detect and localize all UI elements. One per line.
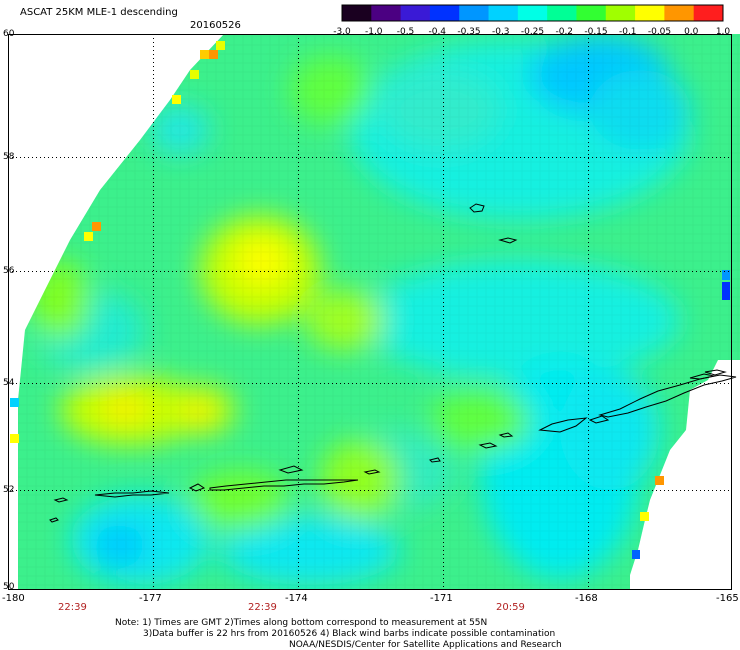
swath-edge-pixels: [10, 41, 730, 559]
lat-label: 52: [3, 485, 14, 495]
wind-field: [18, 34, 740, 590]
lat-label: 56: [3, 266, 15, 276]
colorbar-segment: [488, 5, 519, 21]
lon-label: -177: [139, 593, 162, 604]
map-frame: [8, 34, 732, 590]
colorbar-tick-label: -0.2: [555, 27, 573, 37]
graticule: [8, 34, 732, 590]
note-line-3: NOAA/NESDIS/Center for Satellite Applica…: [289, 640, 562, 650]
pass-time: 22:39: [58, 602, 87, 613]
colorbar-segment: [400, 5, 431, 21]
lat-label: 60: [3, 29, 15, 39]
colorbar-segment: [693, 5, 724, 21]
colorbar-tick-label: -3.0: [333, 27, 351, 37]
note-line-2: 3)Data buffer is 22 hrs from 20160526 4)…: [143, 629, 555, 639]
lat-label: 54: [3, 378, 15, 388]
pass-time: 20:59: [496, 602, 525, 613]
colorbar-segment: [576, 5, 607, 21]
lon-label: -180: [2, 593, 25, 604]
colorbar-segment: [547, 5, 577, 21]
colorbar-frame: [341, 4, 724, 22]
lon-label: -174: [285, 593, 308, 604]
lon-label: -168: [575, 593, 598, 604]
colorbar-tick-label: -0.1: [619, 27, 637, 37]
lat-label: 58: [3, 152, 15, 162]
colorbar: -3.0 -1.0 -0.5 -0.4 -0.35 -0.3 -0.25 -0.2 -0.15 -…: [333, 4, 731, 37]
colorbar-segment: [459, 5, 490, 21]
map-title: ASCAT 25KM MLE-1 descending: [20, 7, 178, 18]
colorbar-tick-label: -0.25: [521, 27, 544, 37]
colorbar-tick-label: -0.4: [428, 27, 446, 37]
lat-axis-labels: 60 58 56 54 52 50: [3, 29, 15, 592]
colorbar-tick-label: 0.0: [684, 27, 699, 37]
colorbar-tick-label: 1.0: [716, 27, 731, 37]
colorbar-segment: [635, 5, 665, 21]
pass-time: 22:39: [248, 602, 277, 613]
colorbar-segment: [342, 5, 372, 21]
colorbar-segment: [371, 5, 402, 21]
colorbar-segment: [517, 5, 548, 21]
coastlines: [49, 203, 737, 523]
colorbar-segment: [605, 5, 636, 21]
colorbar-tick-label: -0.15: [584, 27, 607, 37]
colorbar-tick-label: -1.0: [365, 27, 383, 37]
note-line-1: Note: 1) Times are GMT 2)Times along bot…: [115, 618, 487, 628]
lon-axis-labels: -180 -177 -174 -171 -168 -165: [2, 593, 739, 604]
lon-label: -165: [716, 593, 739, 604]
colorbar-tick-label: -0.35: [457, 27, 480, 37]
colorbar-tick-label: -0.5: [397, 27, 415, 37]
map-date: 20160526: [190, 20, 241, 31]
colorbar-tick-label: -0.3: [492, 27, 510, 37]
colorbar-segment: [664, 5, 695, 21]
colorbar-segment: [429, 5, 460, 21]
lon-label: -171: [430, 593, 453, 604]
colorbar-tick-label: -0.05: [648, 27, 671, 37]
lat-label: 50: [3, 582, 15, 592]
